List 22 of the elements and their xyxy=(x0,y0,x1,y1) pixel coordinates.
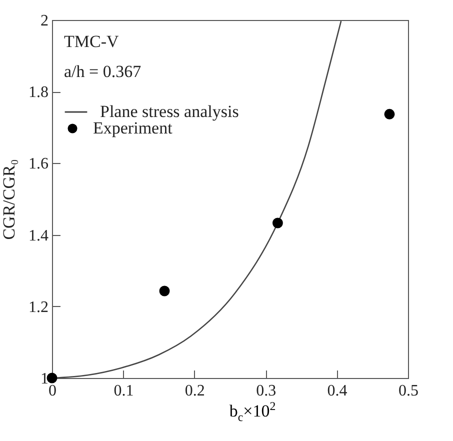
x-tick-label: 0.3 xyxy=(256,382,276,400)
legend-label: Experiment xyxy=(93,118,173,138)
x-tick-label: 0.5 xyxy=(398,382,418,400)
annotation: TMC-V xyxy=(64,32,120,51)
x-axis-title: b$_{c}$×10$^{2}$ xyxy=(228,399,277,426)
point xyxy=(272,218,283,228)
y-tick-label: 1.8 xyxy=(28,84,48,102)
y-tick-label: 1.4 xyxy=(28,227,48,244)
x-tick-label: 0 xyxy=(48,382,56,400)
x-tick-label: 0.2 xyxy=(184,382,205,400)
y-tick-label: 2 xyxy=(40,12,48,30)
y-tick-label: 1 xyxy=(40,370,48,388)
point xyxy=(384,108,395,120)
point xyxy=(46,372,58,384)
y-tick-label: 1.6 xyxy=(28,156,48,173)
annotation: a/h = 0.367 xyxy=(64,62,142,81)
y-tick-label: 1.2 xyxy=(28,298,48,316)
x-tick-label: 0.1 xyxy=(114,382,134,400)
legend-label: Plane stress analysis xyxy=(100,102,239,121)
y-axis-title: CGR/CGR₀ xyxy=(0,159,18,240)
point xyxy=(159,286,170,296)
x-tick-label: 0.4 xyxy=(327,382,348,400)
